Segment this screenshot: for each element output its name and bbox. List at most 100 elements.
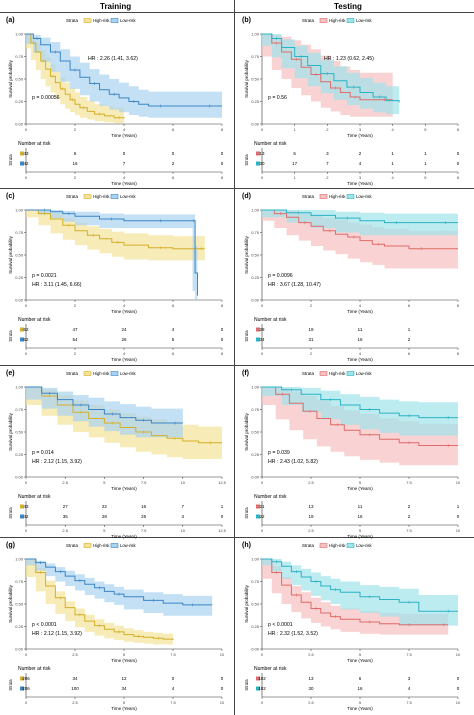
risk-swatch-high [256, 327, 260, 332]
y-tick-label: 1.00 [15, 32, 24, 37]
risk-strata-label: Strata [8, 679, 13, 691]
x-tick-label: 4 [123, 127, 126, 132]
y-tick-label: 0.50 [251, 602, 260, 607]
hazard-ratio-e: HR : 2.12 (1.15, 3.92) [32, 459, 82, 465]
risk-swatch-high [20, 151, 24, 156]
km-curve-high [262, 386, 458, 446]
y-axis-label: Survival probability [244, 235, 249, 274]
risk-count: 31 [308, 337, 314, 342]
y-tick-label: 1.00 [251, 208, 260, 213]
risk-table-title: Number at risk [254, 317, 287, 323]
risk-count: 28 [259, 327, 265, 332]
risk-x-tick-label: 5 [359, 700, 362, 705]
risk-x-tick-label: 7.5 [406, 700, 412, 705]
legend-label-high: High-risk [329, 18, 346, 23]
risk-count: 13 [259, 151, 265, 156]
risk-count: 19 [308, 327, 314, 332]
km-curve-high [26, 209, 205, 250]
risk-count: 2 [359, 151, 362, 156]
panel-label-h: (h) [242, 542, 251, 549]
risk-x-tick-label: 2 [310, 351, 313, 356]
risk-count: 42 [23, 161, 29, 166]
risk-count: 30 [308, 686, 314, 691]
legend-label-low: Low-risk [356, 194, 372, 199]
risk-x-tick-label: 2.5 [72, 700, 78, 705]
risk-count: 22 [102, 504, 108, 509]
x-tick-label: 2.5 [72, 652, 78, 657]
y-tick-label: 0.50 [15, 253, 24, 258]
km-curve-low [26, 558, 213, 606]
x-tick-label: 10 [456, 652, 461, 657]
y-tick-label: 1.00 [251, 557, 260, 562]
risk-count: 0 [221, 337, 224, 342]
risk-count: 6 [359, 676, 362, 681]
y-axis-label: Survival probability [244, 584, 249, 623]
km-svg-e: (e) Strata High-risk Low-risk 0.00 0.25 0.50 0.… [6, 370, 227, 539]
km-curve-high [262, 558, 449, 626]
panel-label-g: (g) [6, 542, 15, 549]
x-tick-label: 2.5 [308, 480, 314, 485]
y-tick-label: 0.50 [15, 430, 24, 435]
risk-count: 0 [221, 151, 224, 156]
legend-label-high: High-risk [93, 371, 110, 376]
risk-x-axis-label: Time (Years) [111, 534, 137, 539]
risk-x-tick-label: 6 [172, 175, 175, 180]
risk-strata-label: Strata [244, 507, 249, 519]
risk-x-tick-label: 5 [103, 528, 106, 533]
risk-swatch-high [20, 504, 24, 509]
ci-band-high [26, 559, 173, 645]
km-panel-b: (b) Strata High-risk Low-risk 0.00 0.25 0.50 0.… [240, 14, 466, 186]
risk-count: 16 [357, 514, 363, 519]
x-tick-label: 6 [172, 127, 175, 132]
risk-count: 0 [221, 514, 224, 519]
legend-f: Strata High-risk Low-risk [302, 371, 372, 376]
km-curve-high [262, 33, 393, 101]
x-axis-label: Time (Years) [111, 658, 137, 663]
x-tick-label: 10 [220, 652, 225, 657]
legend-label-high: High-risk [329, 194, 346, 199]
legend-label-high: High-risk [93, 194, 110, 199]
y-tick-label: 0.50 [15, 602, 24, 607]
y-tick-label: 0.00 [251, 647, 260, 652]
risk-count: 206 [22, 686, 30, 691]
x-axis-label: Time (Years) [111, 133, 137, 138]
risk-x-tick-label: 12.5 [218, 528, 227, 533]
x-tick-label: 2 [310, 303, 313, 308]
legend-swatch-high [319, 18, 328, 23]
risk-count: 13 [308, 504, 314, 509]
risk-x-tick-label: 5 [123, 700, 126, 705]
risk-x-axis-label: Time (Years) [347, 534, 373, 539]
x-tick-label: 2 [74, 127, 77, 132]
p-value-a: p = 0.00056 [32, 95, 60, 101]
risk-strata-label: Strata [244, 679, 249, 691]
risk-swatch-high [256, 676, 260, 681]
legend-title: Strata [66, 371, 79, 376]
row-divider-2 [0, 188, 474, 189]
risk-count: 0 [457, 514, 460, 519]
x-tick-label: 8 [221, 127, 224, 132]
panel-label-c: (c) [6, 193, 15, 200]
x-tick-label: 10 [181, 480, 186, 485]
ci-band-low [26, 34, 222, 118]
y-axis-label: Survival probability [8, 235, 13, 274]
y-tick-label: 0.75 [251, 230, 260, 235]
risk-strata-label: Strata [244, 154, 249, 166]
risk-count: 2 [408, 337, 411, 342]
p-value-b: p = 0.56 [268, 95, 287, 101]
legend-title: Strata [66, 543, 79, 548]
risk-x-tick-label: 2.5 [308, 700, 314, 705]
x-tick-label: 2.5 [308, 652, 314, 657]
risk-x-tick-label: 7.5 [170, 700, 176, 705]
x-axis-label: Time (Years) [347, 486, 373, 491]
risk-count: 2 [408, 514, 411, 519]
risk-swatch-low [20, 514, 24, 519]
risk-count: 16 [72, 161, 78, 166]
hazard-ratio-h: HR : 2.32 (1.52, 3.52) [268, 631, 318, 637]
km-panel-e: (e) Strata High-risk Low-risk 0.00 0.25 0.50 0.… [4, 367, 230, 539]
risk-count: 0 [457, 161, 460, 166]
legend-swatch-low [346, 18, 355, 23]
risk-count: 13 [308, 676, 314, 681]
x-tick-label: 5 [359, 652, 362, 657]
risk-count: 4 [172, 686, 175, 691]
row-divider-1 [0, 12, 474, 13]
